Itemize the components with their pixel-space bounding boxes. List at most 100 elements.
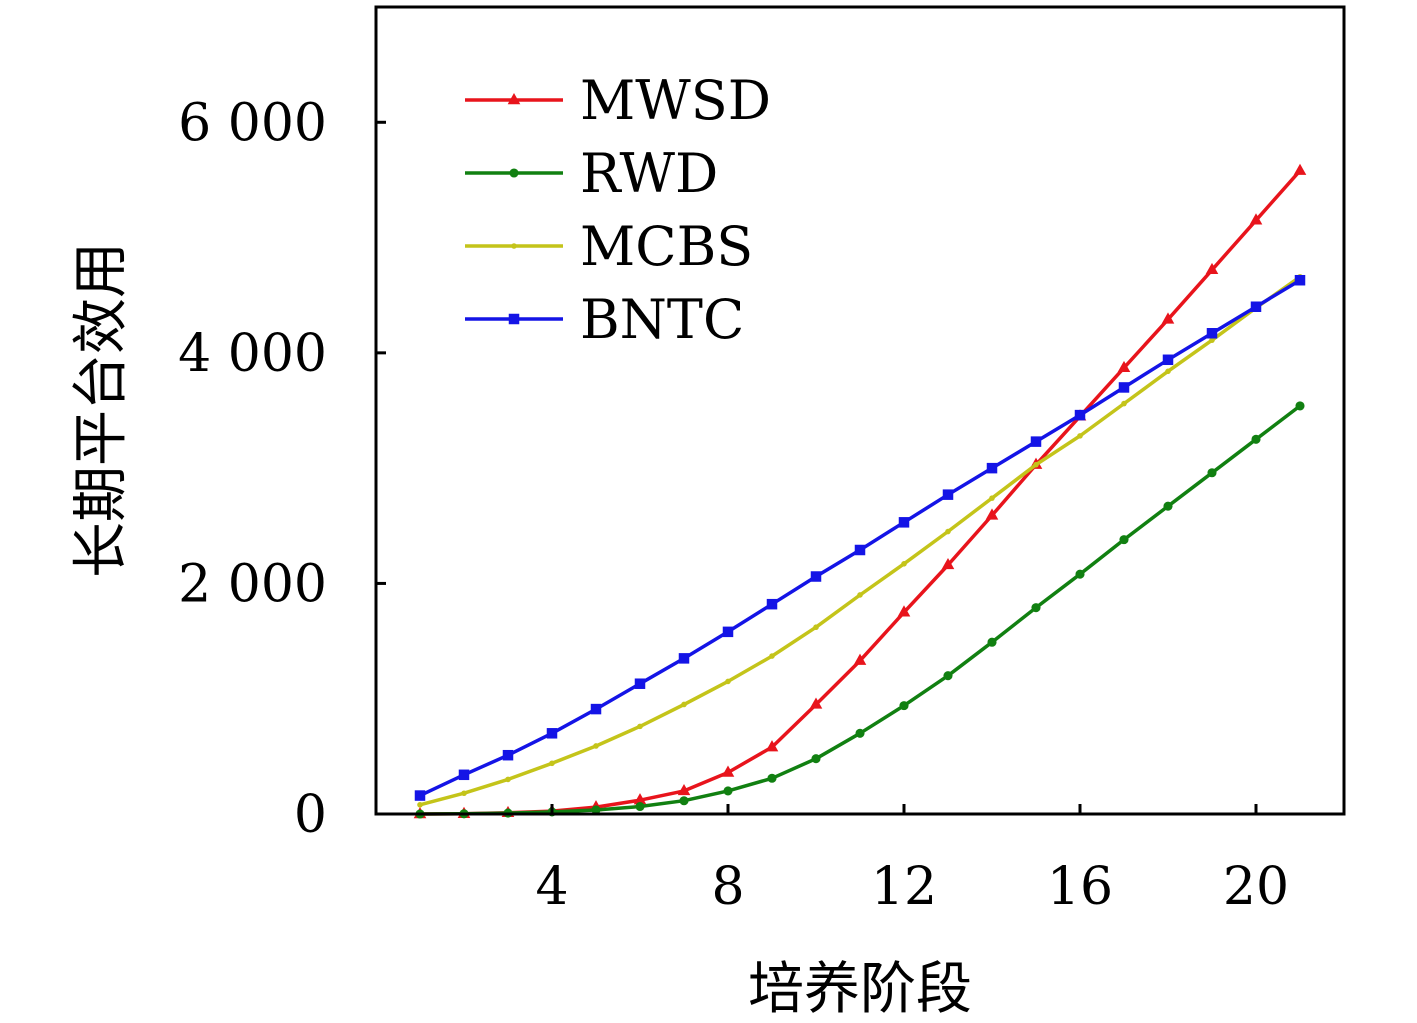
- legend-item-rwd: RWD: [465, 142, 718, 205]
- legend-label-mcbs: MCBS: [580, 215, 753, 278]
- data-point-bntc-15: [1030, 436, 1042, 447]
- data-point-mcbs-10: [813, 624, 819, 631]
- x-tick-label-20: 20: [1223, 857, 1289, 917]
- legend-item-mcbs: MCBS: [465, 215, 753, 278]
- x-tick-label-12: 12: [871, 857, 937, 917]
- data-point-mwsd-11: [853, 653, 867, 665]
- y-axis-title: 长期平台效用: [69, 242, 134, 578]
- y-tick-label-0: 0: [294, 785, 327, 845]
- data-point-mcbs-6: [637, 723, 643, 730]
- data-point-mcbs-14: [989, 495, 995, 501]
- legend-marker-bntc: [508, 313, 520, 325]
- legend-item-mwsd: MWSD: [465, 69, 771, 132]
- data-point-mwsd-7: [677, 783, 691, 796]
- data-point-rwd-17: [1119, 535, 1129, 545]
- data-point-mcbs-18: [1165, 368, 1171, 375]
- data-point-rwd-14: [987, 637, 997, 647]
- plot-frame: [374, 5, 1346, 816]
- data-point-bntc-14: [986, 462, 998, 474]
- x-axis-title: 培养阶段: [748, 957, 972, 1022]
- data-point-bntc-20: [1250, 301, 1262, 312]
- data-point-mwsd-10: [809, 697, 823, 709]
- data-point-mcbs-4: [549, 760, 555, 767]
- data-point-bntc-17: [1118, 382, 1130, 393]
- data-point-mwsd-17: [1117, 360, 1131, 373]
- data-point-bntc-13: [942, 489, 954, 500]
- data-point-rwd-7: [679, 796, 689, 806]
- data-point-mcbs-11: [857, 592, 863, 598]
- y-tick-label-4000: 4 000: [178, 324, 327, 384]
- data-point-bntc-18: [1162, 354, 1174, 366]
- data-point-rwd-15: [1031, 603, 1041, 613]
- legend-marker-rwd: [509, 168, 519, 178]
- data-point-mcbs-12: [901, 561, 907, 567]
- data-point-bntc-19: [1206, 328, 1218, 339]
- x-tick-label-8: 8: [711, 857, 744, 917]
- data-point-rwd-11: [855, 728, 865, 738]
- series-rwd: [415, 401, 1305, 819]
- data-point-mcbs-15: [1033, 461, 1039, 468]
- data-point-bntc-11: [854, 544, 866, 556]
- data-point-mcbs-3: [505, 776, 511, 783]
- legend-marker-mcbs: [511, 243, 517, 249]
- x-tick-label-16: 16: [1047, 857, 1113, 917]
- data-point-mcbs-19: [1209, 337, 1215, 343]
- y-tick-label-6000: 6 000: [178, 93, 327, 153]
- legend-label-mwsd: MWSD: [580, 69, 771, 132]
- data-point-mcbs-5: [593, 743, 599, 749]
- data-point-mcbs-8: [725, 678, 731, 685]
- data-point-mcbs-1: [417, 801, 423, 808]
- data-point-mwsd-6: [633, 793, 647, 805]
- data-point-mwsd-9: [765, 740, 779, 752]
- legend-label-rwd: RWD: [580, 142, 718, 205]
- series-mcbs: [417, 273, 1303, 808]
- y-tick-label-2000: 2 000: [178, 554, 327, 614]
- data-point-mwsd-19: [1205, 262, 1219, 275]
- series-mwsd: [413, 163, 1307, 819]
- data-point-mcbs-2: [461, 790, 467, 797]
- series-line-mwsd: [419, 169, 1302, 816]
- data-point-rwd-5: [591, 805, 601, 815]
- data-point-mcbs-9: [769, 653, 775, 659]
- data-point-rwd-18: [1163, 501, 1173, 511]
- data-point-bntc-10: [810, 571, 822, 582]
- data-point-rwd-13: [943, 671, 953, 681]
- data-point-rwd-21: [1295, 401, 1305, 411]
- data-point-bntc-7: [678, 653, 690, 664]
- legend-label-bntc: BNTC: [580, 288, 744, 351]
- data-point-bntc-1: [414, 790, 426, 801]
- legend-item-bntc: BNTC: [465, 288, 744, 351]
- data-point-bntc-5: [590, 703, 602, 715]
- data-point-mwsd-13: [941, 557, 955, 570]
- data-point-mcbs-17: [1121, 400, 1127, 407]
- data-point-bntc-3: [502, 749, 514, 761]
- data-point-bntc-4: [546, 728, 558, 739]
- data-point-rwd-6: [635, 801, 645, 812]
- data-point-mwsd-12: [897, 605, 911, 617]
- data-point-rwd-9: [767, 773, 777, 783]
- data-point-bntc-6: [634, 678, 646, 689]
- data-point-mwsd-8: [721, 765, 735, 777]
- data-point-bntc-9: [766, 598, 778, 610]
- data-point-bntc-8: [722, 626, 734, 638]
- x-tick-label-4: 4: [535, 857, 568, 917]
- legend-marker-mwsd: [507, 93, 521, 105]
- data-point-mwsd-14: [985, 508, 999, 520]
- data-point-bntc-16: [1074, 409, 1086, 421]
- series-bntc: [414, 274, 1306, 801]
- data-point-rwd-16: [1075, 569, 1085, 579]
- data-point-mwsd-20: [1249, 213, 1263, 225]
- data-point-rwd-20: [1251, 434, 1261, 444]
- data-point-bntc-21: [1294, 274, 1306, 286]
- data-point-bntc-2: [458, 769, 470, 781]
- legend: MWSD RWD MCBS BNTC: [465, 69, 771, 351]
- data-point-mcbs-13: [945, 528, 951, 535]
- series-line-rwd: [419, 404, 1302, 816]
- data-point-bntc-12: [898, 517, 910, 528]
- ticks-layer: 4 8 12 16 20 0 2 000 4 000 6 000: [178, 93, 1289, 917]
- data-point-rwd-12: [899, 701, 909, 711]
- data-point-mwsd-18: [1161, 312, 1175, 324]
- data-point-mcbs-7: [681, 701, 687, 708]
- data-point-rwd-10: [811, 754, 821, 764]
